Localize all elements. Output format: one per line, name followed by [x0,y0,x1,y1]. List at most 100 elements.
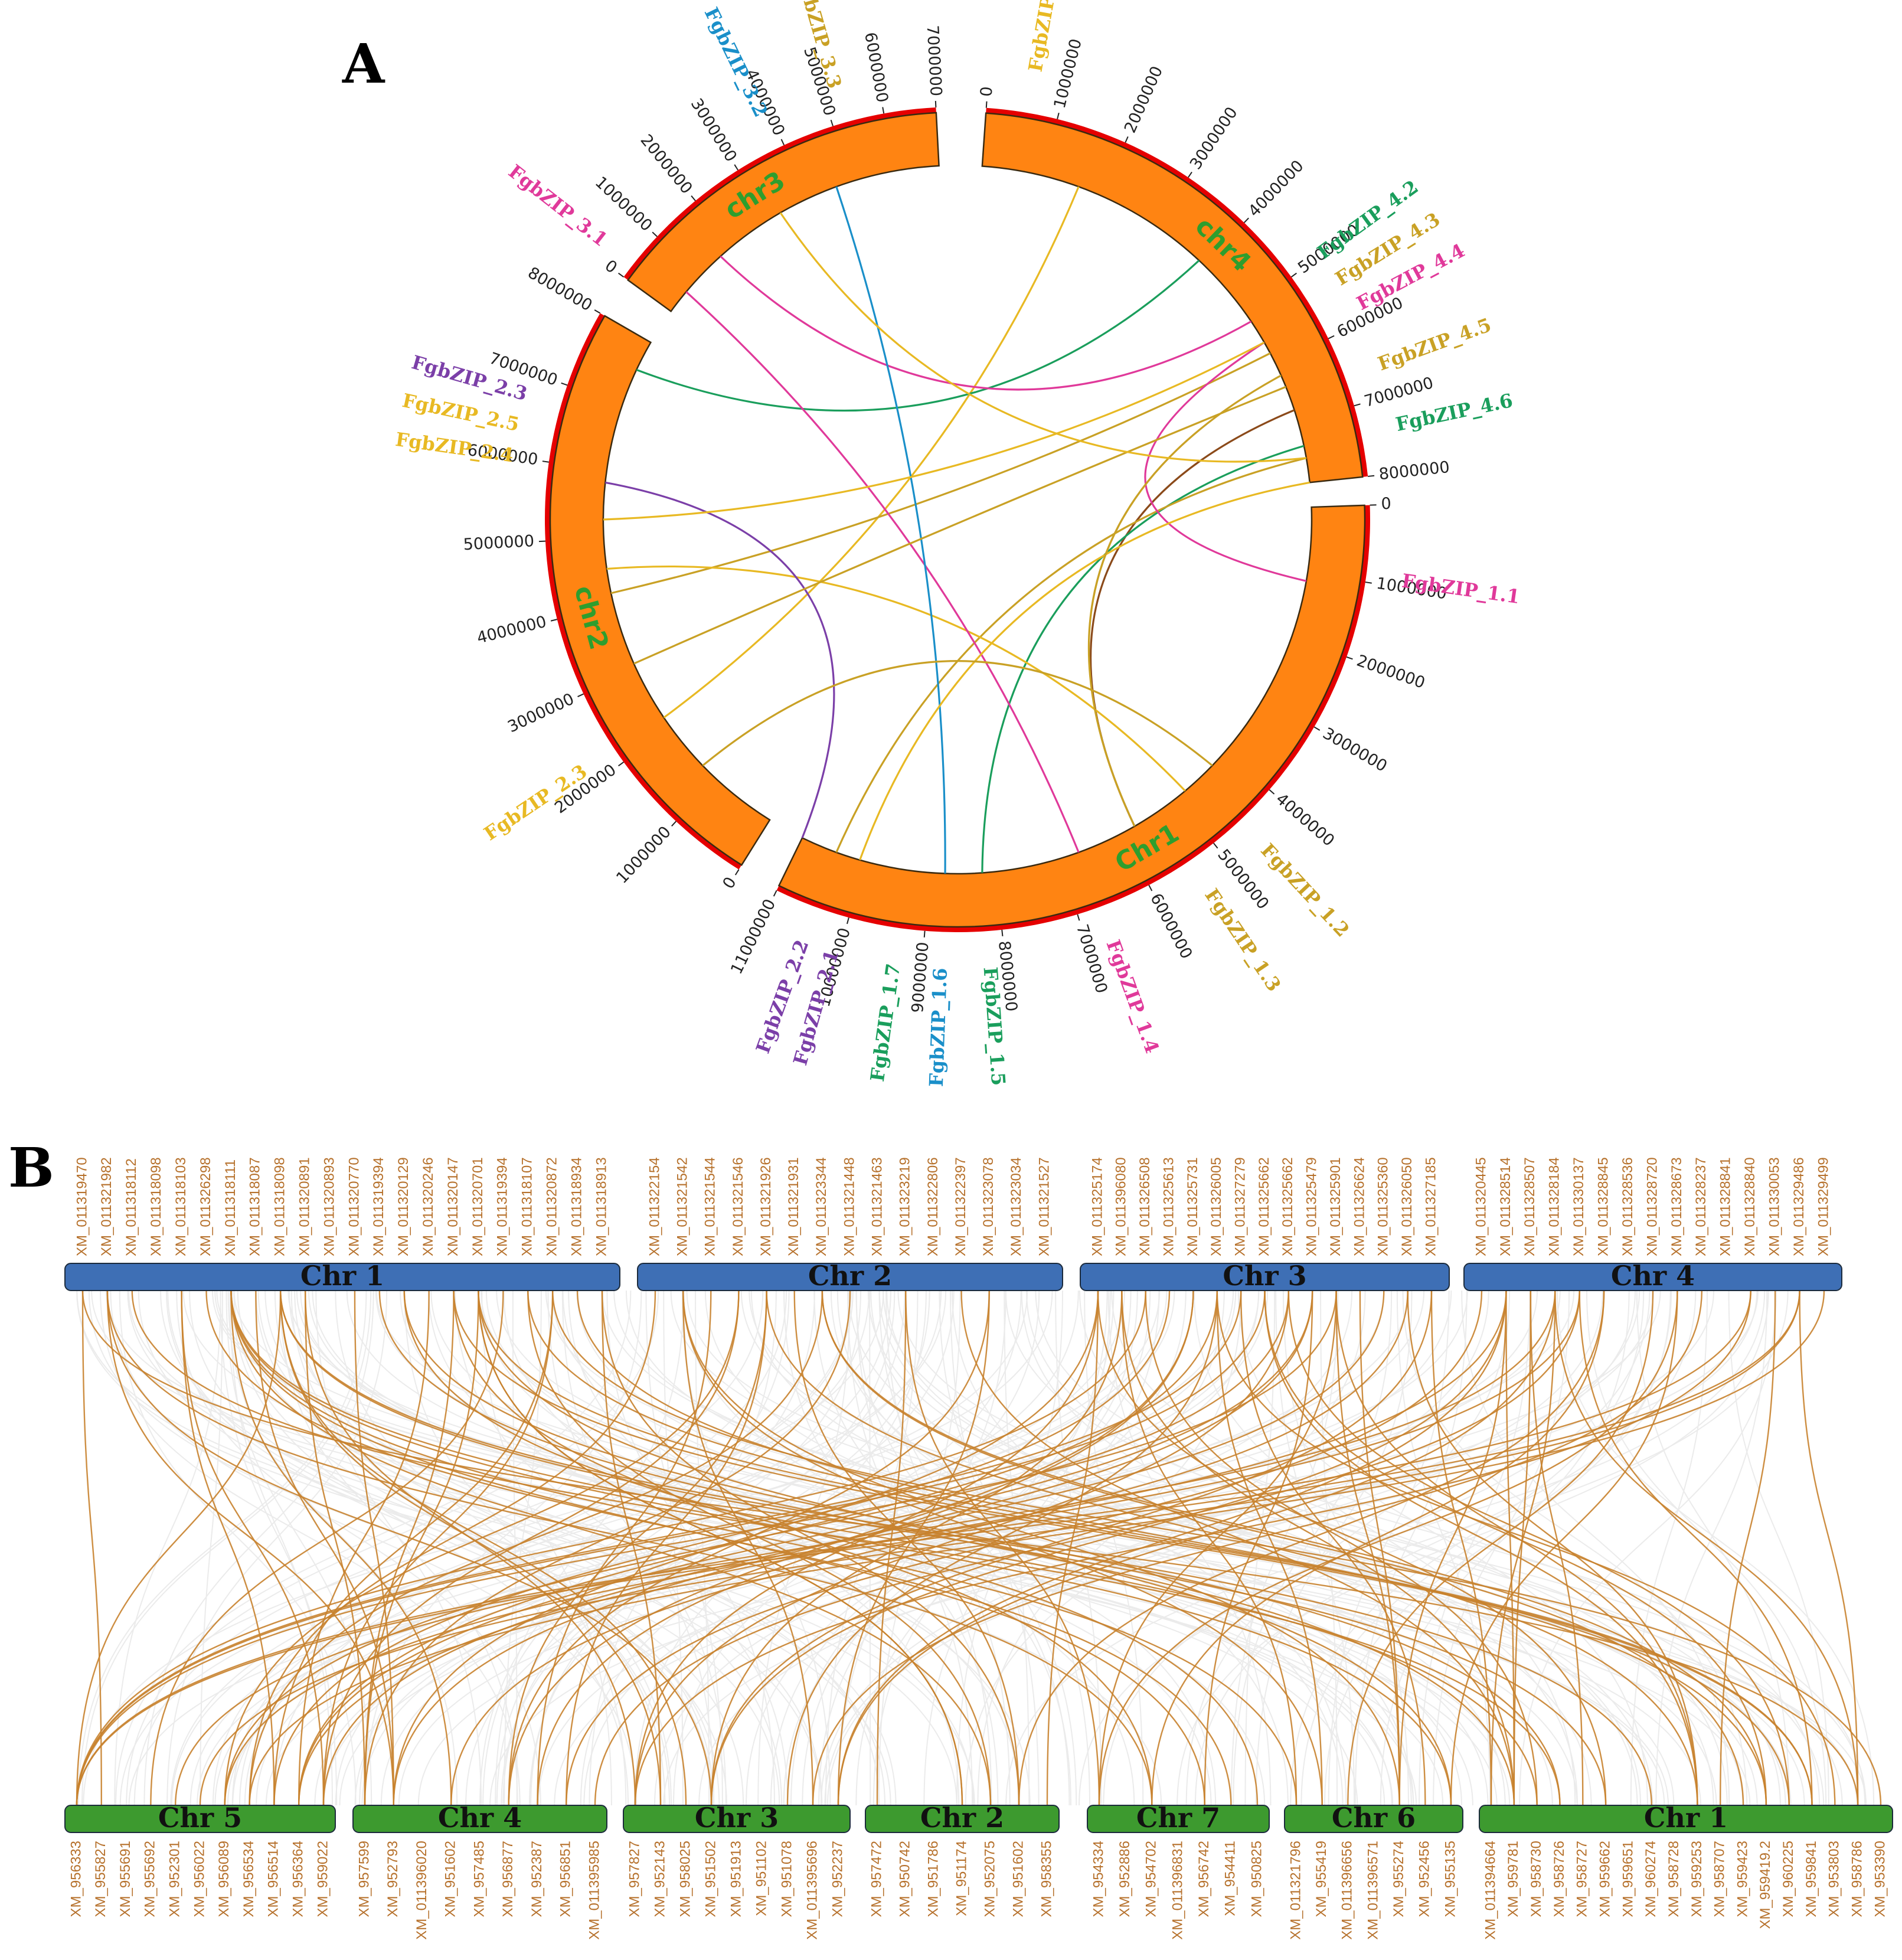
synteny-link [1720,1290,1776,1806]
synteny-link [76,1290,1146,1806]
gene-id-label: XM_011325613 [1161,1157,1177,1256]
background-link [495,1290,685,1806]
tick-mark [923,930,926,937]
background-link [100,1290,521,1806]
tick-label: 0 [602,257,620,277]
gene-id-label: XM_956742 [1196,1841,1212,1917]
gene-id-label: XM_958025 [677,1841,693,1917]
gene-id-label: XM_958726 [1551,1841,1567,1917]
background-link [126,1290,659,1806]
synteny-link [603,341,1265,521]
background-link [1290,1290,1645,1806]
synteny-link [835,457,1307,853]
background-link [200,1290,223,1806]
tick-mark [594,309,601,314]
background-link [315,1290,482,1806]
synteny-link [230,1290,1298,1806]
highlight-links [76,1290,1882,1806]
background-link [279,1290,518,1806]
gene-id-label: XM_011318107 [519,1157,535,1256]
synteny-link [508,1290,767,1806]
gene-id-label: XM_011326298 [198,1157,214,1256]
chromosome-bar-label: Chr 1 [1644,1802,1728,1834]
gene-id-label: XM_957472 [868,1841,884,1917]
gene-id-label: XM_011321796 [1287,1841,1303,1940]
gene-label: FgbZIP_1.6 [925,968,952,1087]
synteny-link [837,1290,1507,1806]
gene-id-label: XM_951078 [779,1841,795,1917]
background-link [496,1290,862,1806]
synteny-link [1264,1290,1767,1806]
synteny-link [1490,1290,1556,1806]
bottom-chromosome-4: Chr 2 [865,1802,1060,1834]
background-link [749,1290,1786,1806]
background-link [1419,1290,1531,1806]
gene-id-label: XM_011318112 [123,1158,139,1256]
synteny-link [150,1290,504,1806]
background-link [950,1290,1040,1806]
gene-id-label: XM_011329499 [1815,1157,1831,1256]
background-link [1079,1290,1728,1806]
chromosome-bar-label: Chr 6 [1332,1802,1416,1834]
gene-id-label: XM_011396656 [1339,1841,1355,1940]
tick-mark [985,101,988,108]
background-link [167,1290,744,1806]
synteny-link [1121,1290,1515,1806]
chromosome-band [627,112,940,313]
background-link [1282,1290,1409,1806]
chromosome-bar [637,1263,1063,1291]
synteny-link [1513,1290,1532,1806]
background-link [1021,1290,1579,1806]
gene-id-label: XM_952237 [829,1841,845,1917]
background-link [480,1290,1578,1806]
synteny-link [403,1290,1259,1806]
tick-label: 8000000 [1378,458,1450,484]
synteny-link [1530,1290,1584,1806]
background-link [878,1290,1653,1806]
gene-id-label: XM_011320701 [470,1157,486,1256]
top-chromosome-3: Chr 3 [1080,1260,1450,1292]
tick-label: 6000000 [1146,890,1195,962]
chromosome-band [549,315,771,866]
background-link [583,1290,1260,1806]
background-link [1728,1290,1829,1806]
background-link [455,1290,789,1806]
tick-mark [1077,914,1080,921]
synteny-link [1216,1290,1836,1806]
background-link [750,1290,1506,1806]
gene-id-label: XM_011323219 [897,1157,913,1256]
synteny-link [255,1290,394,1806]
synteny-link [1216,1290,1323,1806]
gene-id-label: XM_955692 [142,1841,158,1917]
tick-label: 7000000 [1073,922,1111,995]
tick-mark [734,164,738,171]
background-link [897,1290,1867,1806]
gene-id-label: XM_011327185 [1423,1157,1439,1256]
synteny-link [1121,1290,1298,1806]
synteny-link [249,1290,1825,1806]
gene-id-label: XM_011326624 [1351,1157,1367,1256]
chromosome-bar-label: Chr 4 [438,1802,522,1834]
background-link [740,1290,1744,1806]
tick-label: 11000000 [727,896,779,977]
gene-id-label: XM_011321982 [99,1157,115,1256]
tick-label: 3000000 [687,95,740,165]
tick-mark [618,762,625,767]
tick-mark [847,917,849,925]
synteny-link [1264,1290,1698,1806]
gene-id-label: XM_011396831 [1169,1841,1185,1940]
background-link [1055,1290,1102,1806]
gene-id-label: XM_957827 [626,1841,642,1917]
tick-mark [652,231,658,237]
gene-id-label: XM_957599 [356,1841,372,1917]
background-link [645,1290,723,1806]
background-link [939,1290,1091,1806]
synteny-link [304,1290,636,1806]
background-link [530,1290,896,1806]
gene-id-label: XM_958727 [1574,1841,1590,1917]
gene-id-label: XM_955691 [117,1841,133,1917]
chromosome-bar-label: Chr 7 [1136,1802,1220,1834]
background-link [428,1290,1031,1806]
